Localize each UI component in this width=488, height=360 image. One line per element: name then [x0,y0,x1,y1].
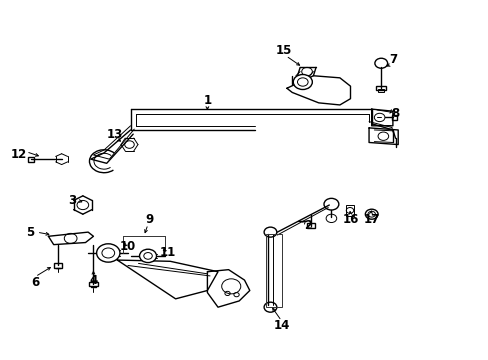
Text: 16: 16 [342,213,358,226]
Text: 7: 7 [388,53,396,66]
Bar [89,282,98,286]
Text: 3: 3 [68,194,76,207]
Text: 9: 9 [144,213,153,226]
Bar [346,204,353,216]
Bar [54,264,61,267]
Circle shape [293,75,312,90]
Bar [265,234,281,307]
Text: 13: 13 [106,128,122,141]
Bar [391,115,396,120]
Text: 15: 15 [276,44,292,57]
Text: 14: 14 [273,319,289,332]
Text: 10: 10 [120,240,136,253]
Bar [377,89,384,93]
Text: 17: 17 [363,213,379,226]
Text: 5: 5 [26,226,34,239]
Text: 1: 1 [203,94,211,107]
Text: 2: 2 [304,219,311,232]
Text: 4: 4 [89,274,98,287]
Circle shape [139,249,156,262]
Bar [376,86,385,90]
Text: 8: 8 [390,107,399,120]
Text: 12: 12 [11,148,27,162]
Circle shape [97,244,120,262]
Text: 11: 11 [159,247,175,260]
Text: 6: 6 [31,276,39,289]
Bar [28,157,34,162]
Bar [306,223,314,228]
